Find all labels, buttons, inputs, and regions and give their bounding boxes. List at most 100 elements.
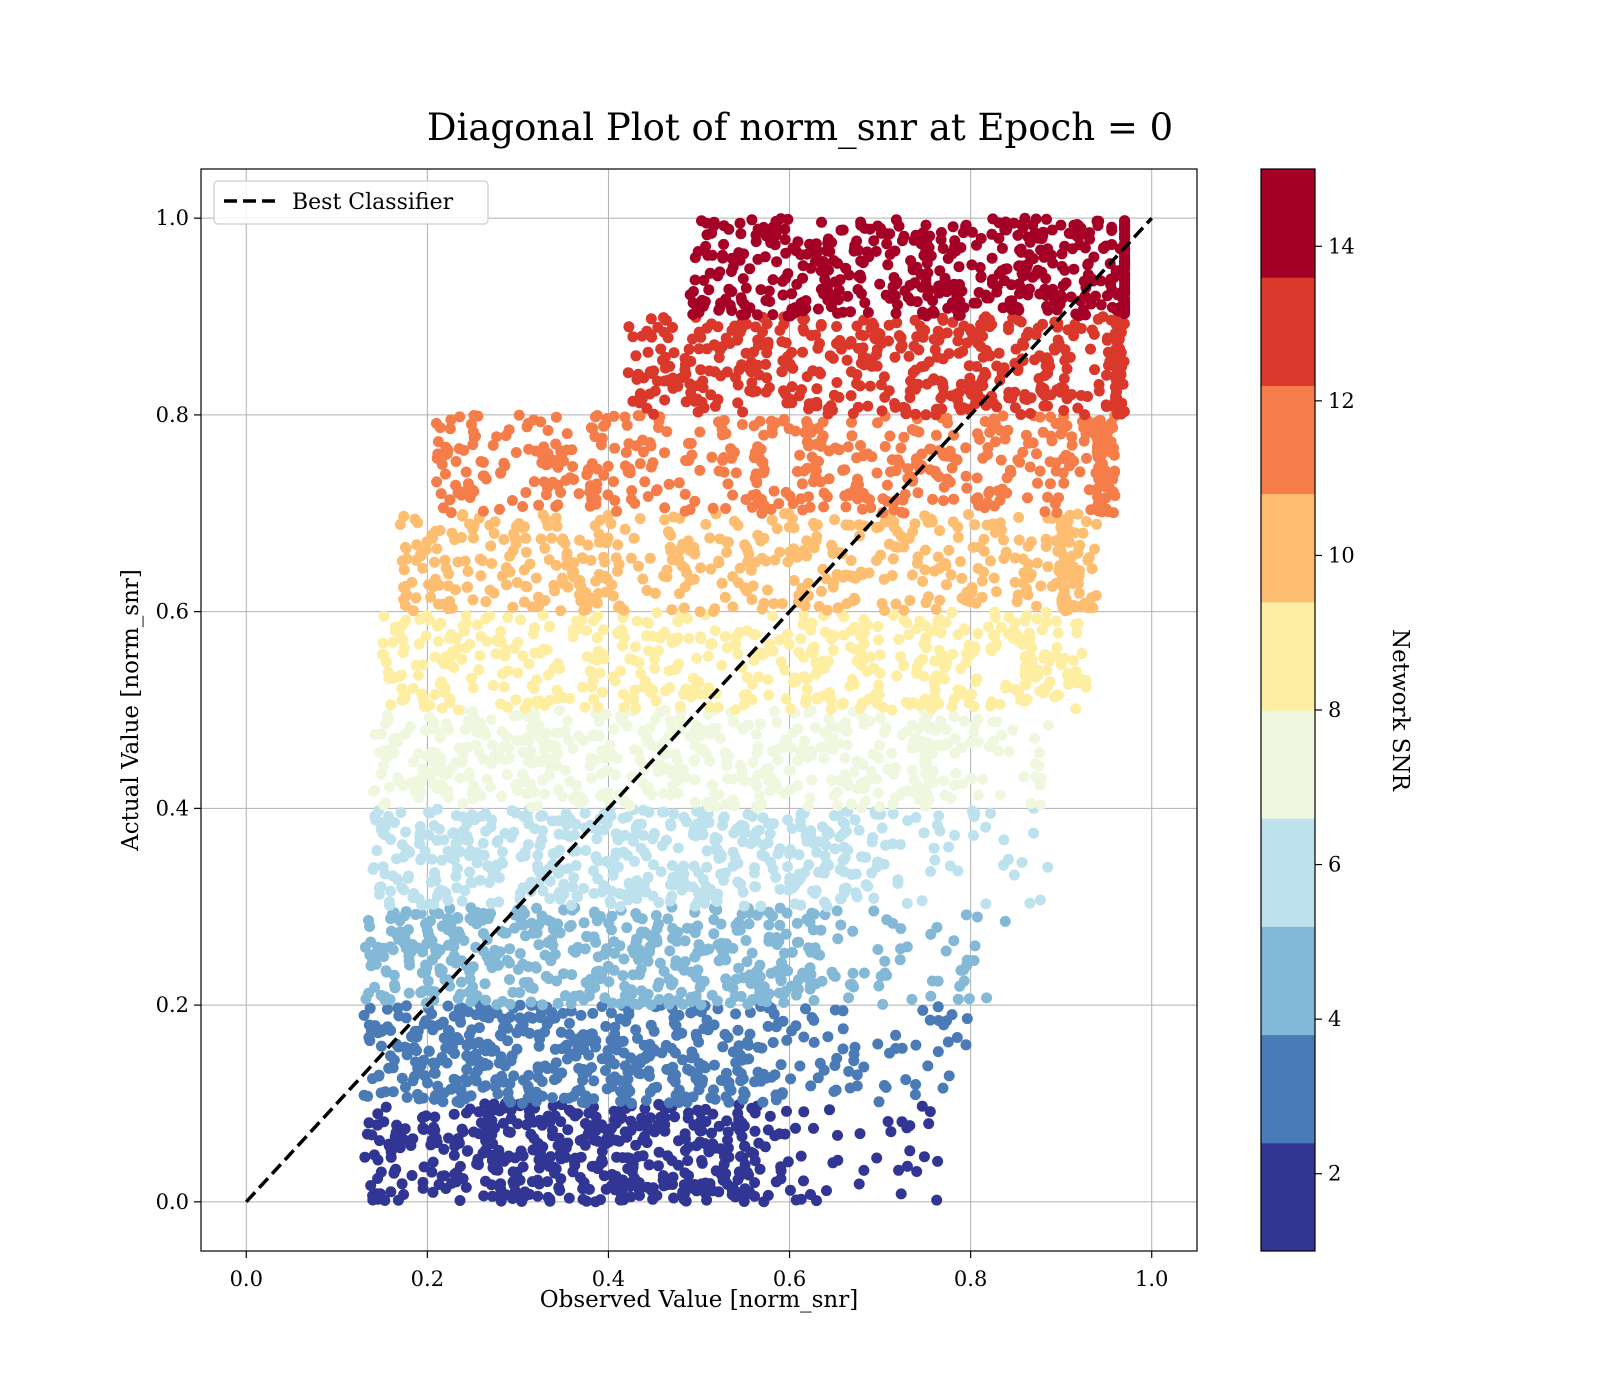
scatter-point xyxy=(990,586,1002,598)
scatter-point xyxy=(1019,695,1031,707)
scatter-point xyxy=(812,1072,824,1084)
scatter-point xyxy=(800,692,812,704)
scatter-point xyxy=(1038,683,1049,695)
scatter-point xyxy=(502,612,514,623)
scatter-point xyxy=(1058,477,1070,489)
scatter-point xyxy=(683,455,695,466)
scatter-point xyxy=(677,1054,689,1066)
scatter-point xyxy=(969,641,981,653)
scatter-point xyxy=(734,759,746,771)
scatter-point xyxy=(1008,624,1019,636)
scatter-point xyxy=(872,1038,884,1050)
scatter-point xyxy=(455,976,467,988)
scatter-point xyxy=(593,715,605,727)
scatter-point xyxy=(716,943,728,955)
scatter-point xyxy=(818,663,830,675)
scatter-point xyxy=(655,866,667,878)
scatter-point xyxy=(478,470,490,482)
scatter-point xyxy=(782,965,794,977)
scatter-point xyxy=(1036,387,1048,399)
scatter-point xyxy=(667,1171,679,1183)
scatter-point xyxy=(553,867,564,879)
scatter-point xyxy=(552,889,564,901)
scatter-point xyxy=(659,502,671,514)
scatter-point xyxy=(678,860,690,872)
scatter-point xyxy=(504,998,516,1010)
scatter-point xyxy=(562,715,574,727)
scatter-point xyxy=(853,1178,865,1190)
scatter-point xyxy=(713,1186,725,1198)
scatter-point xyxy=(378,799,390,811)
scatter-point xyxy=(719,631,731,643)
scatter-point xyxy=(592,463,603,475)
scatter-point xyxy=(429,1090,441,1102)
scatter-point xyxy=(618,688,629,700)
scatter-point xyxy=(929,854,941,866)
scatter-point xyxy=(532,698,544,710)
scatter-point xyxy=(726,324,738,336)
scatter-point xyxy=(578,734,590,746)
scatter-point xyxy=(400,1081,411,1093)
scatter-point xyxy=(785,844,796,856)
scatter-point xyxy=(461,1064,473,1075)
scatter-point xyxy=(954,556,966,567)
scatter-point xyxy=(944,476,956,488)
scatter-point xyxy=(977,773,989,785)
scatter-point xyxy=(601,573,613,585)
scatter-point xyxy=(791,936,803,948)
scatter-point xyxy=(390,625,401,637)
scatter-point xyxy=(969,940,981,952)
scatter-point xyxy=(917,1004,929,1016)
scatter-point xyxy=(880,722,892,734)
scatter-point xyxy=(774,883,786,895)
scatter-point xyxy=(1037,426,1049,438)
scatter-point xyxy=(910,408,921,420)
scatter-point xyxy=(511,577,523,588)
scatter-point xyxy=(500,562,512,574)
scatter-point xyxy=(591,478,603,490)
scatter-point xyxy=(536,1090,548,1102)
scatter-point xyxy=(542,520,554,532)
scatter-point xyxy=(436,854,448,866)
scatter-point xyxy=(595,1194,606,1206)
scatter-point xyxy=(890,214,902,226)
scatter-point xyxy=(872,944,884,955)
scatter-point xyxy=(709,788,721,800)
scatter-point xyxy=(403,870,414,882)
scatter-point xyxy=(534,840,546,852)
scatter-point xyxy=(780,247,792,259)
scatter-point xyxy=(1092,426,1103,438)
scatter-point xyxy=(682,1155,694,1167)
scatter-point xyxy=(382,1021,394,1033)
scatter-point xyxy=(718,875,730,886)
scatter-point xyxy=(550,411,562,423)
scatter-point xyxy=(721,760,733,772)
scatter-point xyxy=(589,982,601,993)
scatter-point xyxy=(647,457,659,469)
scatter-point xyxy=(383,781,395,793)
scatter-point xyxy=(652,765,664,777)
scatter-point xyxy=(918,670,930,682)
scatter-point xyxy=(382,666,394,678)
scatter-point xyxy=(938,775,949,787)
scatter-point xyxy=(553,1182,565,1193)
scatter-point xyxy=(730,973,742,985)
scatter-point xyxy=(567,461,579,472)
scatter-point xyxy=(711,995,723,1007)
scatter-point xyxy=(564,776,576,787)
scatter-point xyxy=(801,248,813,260)
scatter-point xyxy=(596,886,608,898)
scatter-point xyxy=(456,510,468,522)
scatter-point xyxy=(474,650,486,662)
scatter-point xyxy=(952,993,964,1005)
scatter-point xyxy=(704,728,716,740)
scatter-point xyxy=(781,1105,792,1117)
scatter-points xyxy=(358,212,1131,1208)
scatter-point xyxy=(435,617,447,629)
scatter-point xyxy=(867,358,879,370)
scatter-point xyxy=(829,1060,841,1071)
scatter-point xyxy=(722,1032,734,1043)
scatter-point xyxy=(486,1045,498,1057)
scatter-point xyxy=(604,739,616,751)
scatter-point xyxy=(653,1146,665,1158)
